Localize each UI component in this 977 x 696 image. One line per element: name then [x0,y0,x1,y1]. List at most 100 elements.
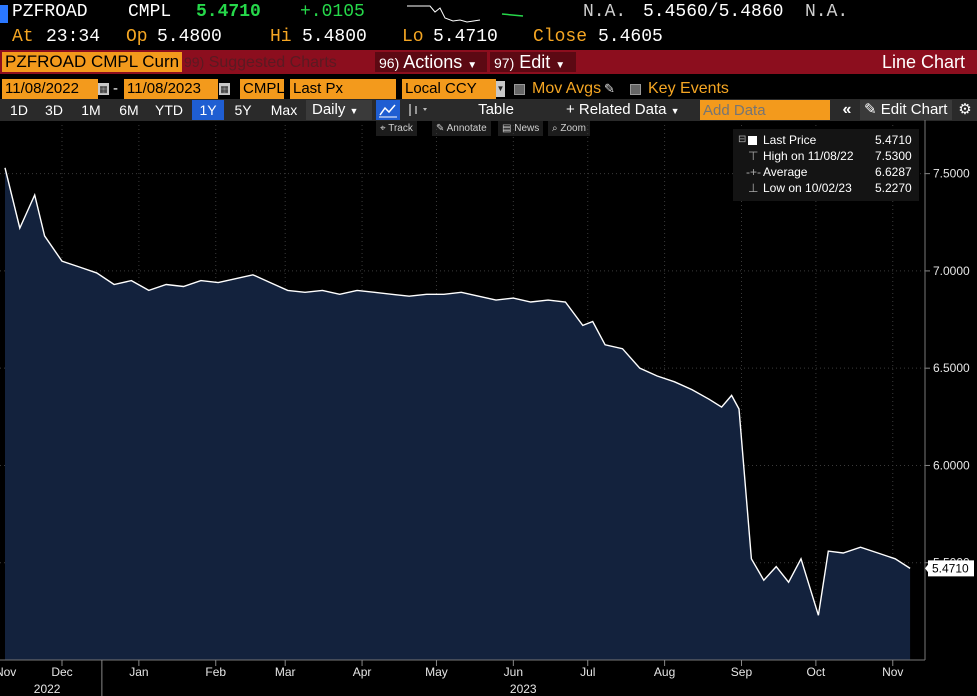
range-6m-button[interactable]: 6M [119,102,139,118]
bid-status: N.A. [583,2,627,22]
pencil-icon[interactable]: ✎ [604,81,615,96]
range-1y-button[interactable]: 1Y [192,100,224,120]
legend-avg-row: -+- Average 6.6287 [733,164,919,180]
legend-low-label: Low on 10/02/23 [763,181,852,195]
start-date-input[interactable]: 11/08/2022 [2,79,98,99]
frequency-select[interactable]: Daily ▼ [306,100,372,120]
range-1d-button[interactable]: 1D [10,102,28,118]
currency-select[interactable]: Local CCY [402,79,496,99]
range-5y-button[interactable]: 5Y [234,102,252,118]
actions-menu[interactable]: 96) Actions ▼ [375,52,487,72]
legend-avg-label: Average [763,165,808,179]
zoom-tool[interactable]: ⌕ Zoom [548,121,590,136]
x-tick-label: Jun [504,665,523,679]
range-max-button[interactable]: Max [270,102,298,118]
news-tool[interactable]: ▤ News [498,121,544,136]
line-chart-icon[interactable] [376,100,400,120]
annotate-label: Annotate [446,123,487,134]
key-events-checkbox[interactable] [630,84,641,95]
low-value: 5.4710 [433,27,498,47]
x-tick-label: Nov [882,665,903,679]
table-button[interactable]: Table [478,101,514,118]
open-value: 5.4800 [157,27,222,47]
news-label: News [514,123,540,134]
open-label: Op [126,27,148,47]
actions-num: 96) [379,55,400,71]
chart-legend: ⊟ Last Price 5.4710 ⊤ High on 11/08/22 7… [733,129,919,201]
related-data-chevron-icon: ▼ [670,106,680,116]
end-calendar-icon[interactable]: ▦ [219,83,230,95]
high-label: Hi [270,27,292,47]
track-label: Track [388,123,413,134]
legend-last-label: Last Price [763,133,817,147]
related-data-button[interactable]: + Related Data ▼ [566,100,680,120]
zoom-icon: ⌕ [552,123,561,134]
time-label: At [12,27,34,47]
ticker: PZFROAD [12,2,88,22]
quote-time: 23:34 [46,27,101,47]
suggested-charts-label: Suggested Charts [208,54,337,71]
source-input[interactable]: CMPL [240,79,285,99]
collapse-chevron-icon[interactable]: « [842,101,852,118]
edit-chart-label: Edit Chart [880,101,948,118]
bar-chart-icon[interactable] [402,100,432,120]
security-field[interactable]: PZFROAD CMPL Curn [2,52,182,72]
ohlc-header: At 23:34 Op 5.4800 Hi 5.4800 Lo 5.4710 C… [0,27,977,49]
close-value: 5.4605 [598,27,663,47]
news-icon: ▤ [502,123,515,134]
x-tick-label: Sep [731,665,753,679]
chart-type-title: Line Chart [881,52,965,72]
bid-ask: 5.4560/5.4860 [643,2,784,22]
edit-chart-button[interactable]: ✎ Edit Chart [860,100,952,120]
year-label: 2022 [34,682,61,696]
legend-swatch [748,136,757,145]
legend-high-label: High on 11/08/22 [763,149,854,163]
last-price-label: 5.4710 [925,560,974,577]
x-tick-label: Jan [129,665,148,679]
price-change: +.0105 [300,2,365,22]
range-3d-button[interactable]: 3D [45,102,63,118]
quote-header: PZFROAD CMPL 5.4710 +.0105 N.A. 5.4560/5… [0,2,977,26]
price-line [4,167,911,616]
edit-menu[interactable]: 97) Edit ▼ [490,52,576,72]
gear-icon[interactable]: ⚙ [958,101,972,118]
edit-chart-pencil-icon: ✎ [864,101,877,118]
legend-low-value: 5.2270 [875,181,912,195]
chart-controls: 11/08/2022 ▦ - 11/08/2023 ▦ CMPL Last Px… [0,77,977,99]
ask-status: N.A. [805,2,849,22]
security-marker [0,5,8,23]
mov-avgs-checkbox[interactable] [514,84,525,95]
legend-collapse-icon[interactable]: ⊟ [738,134,747,145]
sparkline [407,5,524,23]
field-input[interactable]: Last Px [290,79,396,99]
edit-num: 97) [494,55,515,71]
track-icon: ⌖ [380,123,389,134]
legend-high-row: ⊤ High on 11/08/22 7.5300 [733,148,919,164]
last-price-pointer [925,563,929,574]
frequency-label: Daily [312,101,346,118]
last-price: 5.4710 [196,2,261,22]
end-date-input[interactable]: 11/08/2023 [124,79,218,99]
suggested-charts-num: 99) [184,54,205,70]
date-separator: - [113,80,118,97]
annotate-tool[interactable]: ✎ Annotate [432,121,491,136]
x-tick-label: Apr [353,665,372,679]
start-calendar-icon[interactable]: ▦ [98,83,109,95]
pricing-source: CMPL [128,2,172,22]
suggested-charts-button[interactable]: 99) Suggested Charts [184,52,372,72]
track-tool[interactable]: ⌖ Track [376,121,417,136]
price-area [5,167,911,661]
add-data-input[interactable] [700,100,830,120]
edit-chevron-icon: ▼ [555,60,566,71]
currency-chevron-icon[interactable]: ▼ [496,81,505,97]
command-bar: PZFROAD CMPL Curn 99) Suggested Charts 9… [0,50,977,74]
legend-low-row: ⊥ Low on 10/02/23 5.2270 [733,180,919,196]
x-tick-label: Nov [0,665,16,679]
range-ytd-button[interactable]: YTD [155,102,183,118]
range-1m-button[interactable]: 1M [81,102,101,118]
x-axis: Nov Dec Jan Feb Mar Apr May Jun Jul Aug Sep Oct Nov 2… [0,659,925,696]
actions-label: Actions [403,52,463,72]
low-marker-icon: ⊥ [748,181,759,195]
